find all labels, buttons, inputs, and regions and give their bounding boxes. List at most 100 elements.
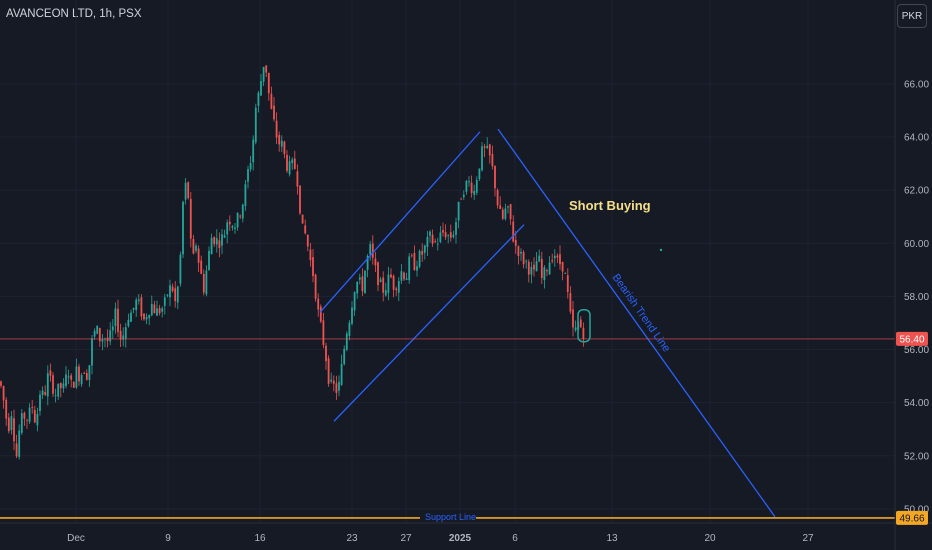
candle-body: [392, 275, 395, 290]
candle-body: [85, 373, 88, 380]
candle-body: [514, 239, 517, 246]
candle-body: [7, 417, 10, 432]
support-label-bg: [420, 511, 476, 523]
candle-body: [286, 155, 288, 171]
candle-body: [366, 255, 369, 270]
candle-body: [374, 258, 377, 266]
candle-body: [153, 304, 156, 314]
y-tick-label: 66.00: [904, 79, 929, 90]
candle-body: [135, 299, 138, 310]
candle-body: [478, 168, 481, 180]
candle-body: [439, 232, 442, 242]
candle-body: [5, 399, 8, 419]
candle-body: [13, 418, 15, 442]
candle-body: [31, 406, 34, 408]
candle-body: [574, 327, 577, 331]
candle-body: [218, 240, 221, 248]
candle-body: [88, 365, 91, 380]
candle-body: [540, 258, 543, 279]
candle-body: [26, 419, 28, 421]
candle-body: [197, 248, 200, 263]
candle-body: [444, 232, 447, 238]
candle-body: [377, 262, 379, 286]
candle-body: [117, 308, 119, 332]
candle-body: [564, 273, 567, 274]
channel-upper-line[interactable]: [319, 131, 481, 313]
support-price-badge-text: 49.66: [899, 513, 924, 524]
candle-body: [353, 292, 356, 311]
candle-body: [122, 335, 125, 340]
candle-body: [501, 209, 504, 219]
chart-title: AVANCEON LTD, 1h, PSX: [6, 8, 142, 20]
highlight-marker: [577, 308, 591, 343]
y-tick-label: 52.00: [904, 451, 929, 462]
candle-body: [46, 373, 49, 397]
candle-body: [455, 222, 457, 235]
candle-body: [288, 161, 291, 175]
candle-body: [257, 92, 260, 106]
candle-body: [221, 234, 223, 246]
candle-body: [470, 182, 473, 194]
candle-body: [270, 93, 273, 109]
candle-body: [182, 201, 184, 255]
candle-body: [10, 416, 13, 431]
candle-body: [231, 226, 234, 228]
candle-body: [496, 190, 499, 206]
candle-body: [18, 430, 21, 457]
candle-body: [260, 81, 262, 96]
channel-lower-line[interactable]: [333, 224, 525, 422]
candle-body: [2, 386, 5, 401]
candle-body: [317, 298, 320, 310]
candle-body: [345, 333, 348, 350]
marker-dot: [659, 248, 663, 252]
candle-body: [265, 65, 268, 73]
candle-body: [176, 286, 179, 303]
bearish-trend-line[interactable]: [497, 128, 776, 518]
candle-body: [114, 308, 117, 327]
candle-body: [33, 410, 36, 423]
candle-body: [452, 234, 455, 237]
x-tick-label: 23: [346, 533, 358, 544]
candle-body: [124, 327, 127, 339]
candle-body: [322, 320, 325, 345]
currency-button[interactable]: PKR: [897, 4, 927, 28]
candle-body: [23, 412, 26, 419]
candle-body: [371, 243, 374, 258]
candle-body: [210, 237, 213, 255]
candle-body: [447, 235, 450, 236]
candle-body: [249, 163, 252, 170]
candle-body: [44, 392, 47, 395]
candle-body: [582, 327, 585, 340]
candle-body: [572, 309, 574, 328]
candle-body: [517, 246, 520, 256]
candle-body: [174, 288, 177, 302]
candle-body: [252, 139, 255, 163]
candle-body: [278, 135, 281, 145]
candle-body: [431, 234, 434, 244]
candle-body: [57, 383, 60, 397]
candle-body: [520, 251, 522, 254]
y-tick-label: 60.00: [904, 239, 929, 250]
candle-body: [527, 261, 530, 275]
candle-body: [93, 330, 96, 337]
candle-body: [416, 266, 418, 271]
candle-body: [356, 281, 359, 294]
candle-body: [421, 250, 424, 255]
candle-body: [559, 254, 561, 265]
candle-body: [379, 279, 382, 282]
candle-body: [223, 235, 226, 238]
candle-body: [475, 179, 478, 193]
y-tick-label: 56.00: [904, 345, 929, 356]
candle-body: [460, 198, 463, 200]
candle-body: [327, 358, 330, 384]
candle-body: [465, 180, 468, 192]
candle-body: [137, 299, 140, 301]
x-tick-label: Dec: [67, 533, 85, 544]
candle-body: [522, 252, 525, 265]
x-tick-label: 27: [802, 533, 814, 544]
candle-body: [184, 182, 187, 200]
candle-body: [405, 278, 408, 281]
candle-body: [119, 330, 122, 340]
candle-body: [387, 274, 390, 293]
